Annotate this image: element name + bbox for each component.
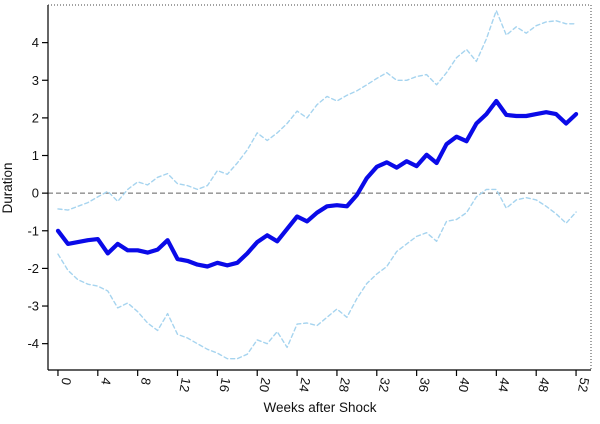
x-tick-label: 16 <box>216 376 233 393</box>
y-tick-label: 0 <box>32 186 39 201</box>
y-tick-label: 3 <box>32 73 39 88</box>
upper-confidence-band-line <box>57 9 577 211</box>
y-tick-label: -1 <box>27 223 39 238</box>
x-tick-label: 4 <box>98 376 114 386</box>
y-tick-label: -3 <box>27 299 39 314</box>
x-tick-label: 32 <box>376 376 393 393</box>
response-line <box>55 98 579 269</box>
x-axis-title: Weeks after Shock <box>263 400 376 415</box>
y-tick-label: -2 <box>27 261 39 276</box>
y-tick-label: 2 <box>32 110 39 125</box>
x-tick-label: 40 <box>456 376 473 393</box>
x-tick-label: 52 <box>575 376 592 393</box>
y-tick-label: 4 <box>32 35 39 50</box>
y-tick-label: -4 <box>27 336 39 351</box>
x-tick-label: 44 <box>495 376 512 393</box>
x-tick-label: 8 <box>138 376 154 386</box>
x-tick-label: 28 <box>336 376 353 393</box>
y-tick-label: 1 <box>32 148 39 163</box>
x-tick-label: 36 <box>416 376 433 393</box>
y-axis-title: Duration <box>0 162 15 213</box>
x-tick-label: 0 <box>58 376 74 386</box>
x-tick-label: 24 <box>296 376 313 393</box>
lower-confidence-band-line <box>57 188 577 360</box>
x-tick-label: 48 <box>535 376 552 393</box>
x-tick-label: 12 <box>177 376 194 393</box>
x-tick-label: 20 <box>256 376 273 393</box>
